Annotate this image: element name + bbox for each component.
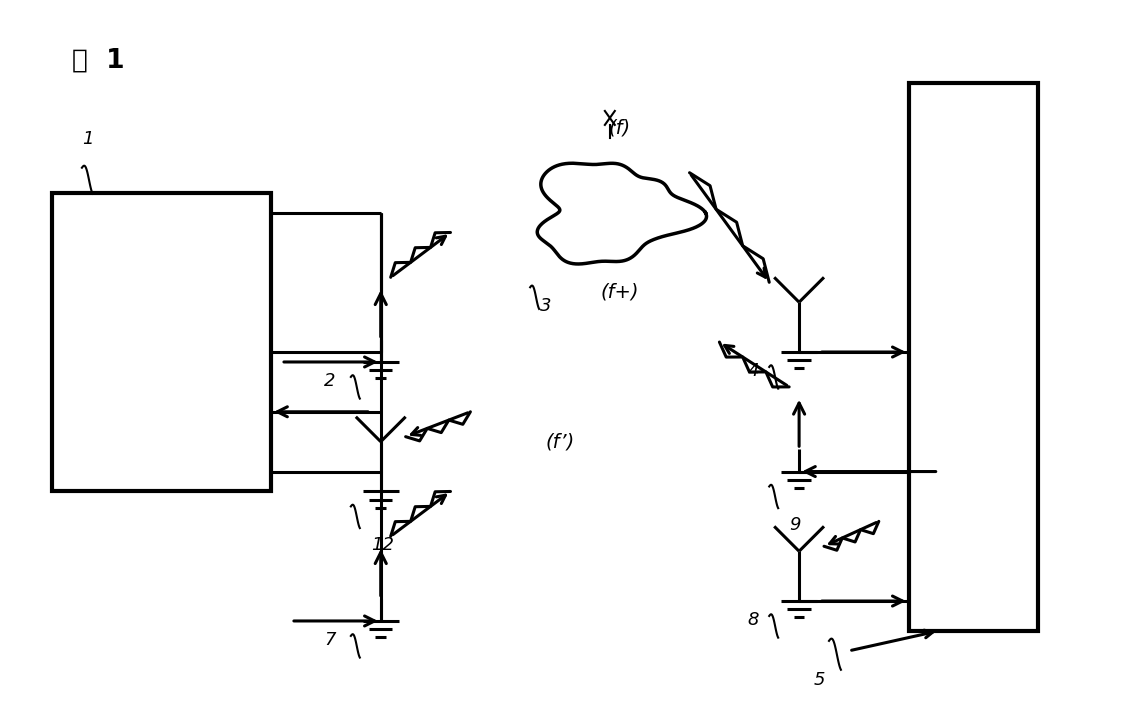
Text: 12: 12 <box>370 536 393 555</box>
Text: 8: 8 <box>748 611 759 629</box>
Text: 9: 9 <box>789 516 800 535</box>
Bar <box>52 193 271 491</box>
Text: 4: 4 <box>748 362 759 380</box>
Text: 2: 2 <box>325 372 336 390</box>
Text: (f+): (f+) <box>601 283 640 302</box>
Text: 7: 7 <box>325 631 336 649</box>
Text: (f): (f) <box>609 119 630 138</box>
Text: 1: 1 <box>82 130 93 148</box>
Text: 5: 5 <box>813 671 824 689</box>
Text: 图  1: 图 1 <box>72 47 124 73</box>
Text: (f’): (f’) <box>545 432 575 451</box>
Bar <box>909 83 1039 631</box>
Text: 3: 3 <box>540 297 552 315</box>
